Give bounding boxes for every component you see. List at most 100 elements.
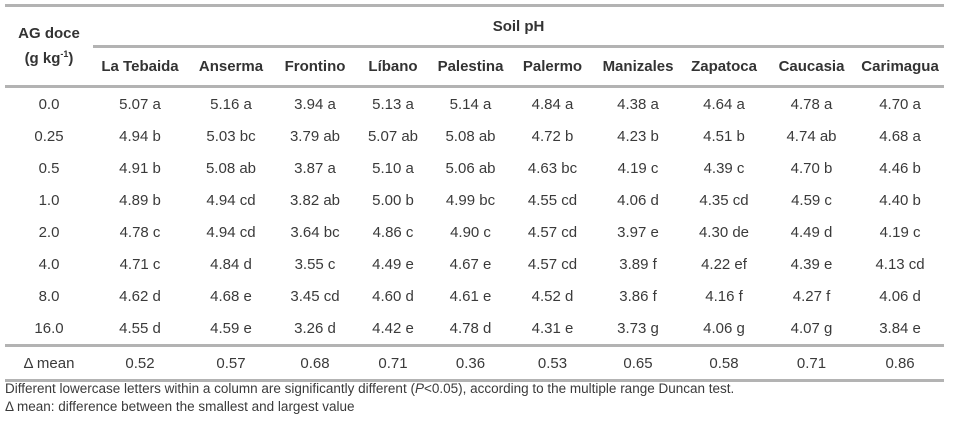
column-header: Líbano [355,46,431,88]
ph-value-cell: 4.57 cd [527,255,578,273]
ph-value-cell: 3.84 e [879,319,921,337]
ph-value-cell: 4.27 f [792,287,831,305]
ph-value-cell: 5.06 ab [445,159,496,177]
ph-value-cell: 4.38 a [617,95,659,113]
table-row: 1.0 4.89 b 4.94 cd 3.82 ab 5.00 b 4.99 bc 4.55… [5,184,944,216]
column-header: Manizales [595,46,681,88]
ph-value-cell: 5.14 a [449,95,492,113]
ph-value-cell: 4.68 a [879,127,921,145]
ph-value-cell: 4.59 e [210,319,252,337]
ph-value-cell: 4.78 d [449,319,492,337]
ph-value-cell: 4.49 d [790,223,833,241]
ph-value-cell: 4.94 b [119,127,161,145]
table-row: 0.0 5.07 a 5.16 a 3.94 a 5.13 a 5.14 a 4.84 a 4… [5,87,944,121]
ph-value-cell: 4.91 b [119,159,161,177]
delta-mean-value: 0.36 [431,344,510,382]
delta-mean-value: 0.57 [187,344,275,382]
ph-value-cell: 4.55 d [119,319,161,337]
ph-value-cell: 4.31 e [531,319,574,337]
ph-value-cell: 4.19 c [879,223,921,241]
ph-value-cell: 4.16 f [705,287,743,305]
ph-value-cell: 4.35 cd [699,191,749,209]
dose-cell: 1.0 [38,191,60,209]
ph-value-cell: 4.46 b [879,159,921,177]
delta-mean-row: Δ mean 0.52 0.57 0.68 0.71 0.36 0.53 0.65 0.58 0.… [5,344,945,382]
ph-value-cell: 4.86 c [372,223,414,241]
delta-mean-value: 0.58 [681,344,767,382]
row-header-line1: AG doce [18,24,80,42]
ph-value-cell: 4.39 e [790,255,833,273]
table-row: 8.0 4.62 d 4.68 e 3.45 cd 4.60 d 4.61 e 4.52 d… [5,280,944,312]
ph-value-cell: 3.97 e [617,223,659,241]
table-footnotes: Different lowercase letters within a col… [5,380,734,416]
ph-value-cell: 4.74 ab [786,127,837,145]
ph-value-cell: 4.61 e [449,287,492,305]
delta-mean-value: 0.71 [355,344,431,382]
ph-value-cell: 4.94 cd [206,191,256,209]
ph-value-cell: 4.99 bc [445,191,496,209]
delta-mean-value: 0.68 [275,344,355,382]
ph-value-cell: 3.89 f [619,255,657,273]
ph-value-cell: 3.79 ab [289,127,341,145]
dose-cell: 0.0 [38,95,60,113]
delta-mean-value: 0.53 [510,344,595,382]
column-header: Anserma [187,46,275,88]
ph-value-cell: 4.59 c [791,191,832,209]
column-header: Frontino [275,46,355,88]
ph-value-cell: 5.16 a [210,95,252,113]
ph-value-cell: 5.08 ab [445,127,496,145]
ph-value-cell: 4.52 d [531,287,574,305]
dose-cell: 8.0 [38,287,60,305]
ph-value-cell: 5.07 ab [367,127,419,145]
ph-value-cell: 4.94 cd [206,223,256,241]
table-row: 0.25 4.94 b 5.03 bc 3.79 ab 5.07 ab 5.08 ab 4.… [5,120,944,152]
ph-value-cell: 3.87 a [294,159,336,177]
ph-value-cell: 4.23 b [617,127,659,145]
column-header: Palestina [431,46,510,88]
ph-value-cell: 4.49 e [372,255,414,273]
ph-value-cell: 4.78 c [119,223,161,241]
ph-value-cell: 5.08 ab [205,159,257,177]
delta-mean-value: 0.71 [767,344,856,382]
ph-value-cell: 4.06 g [703,319,745,337]
ph-value-cell: 4.57 cd [527,223,578,241]
ph-value-cell: 4.84 d [210,255,252,273]
column-header: Caucasia [767,46,856,88]
footnote-delta-mean: Δ mean: difference between the smallest … [5,399,355,414]
ph-value-cell: 4.70 b [790,159,833,177]
table-row: 4.0 4.71 c 4.84 d 3.55 c 4.49 e 4.67 e 4.57 cd… [5,248,944,280]
dose-cell: 16.0 [34,319,64,337]
ph-value-cell: 4.19 c [617,159,659,177]
group-header-soil-ph: Soil pH [93,4,945,48]
table-row: 2.0 4.78 c 4.94 cd 3.64 bc 4.86 c 4.90 c 4.57 … [5,216,944,248]
ph-value-cell: 5.00 b [372,191,414,209]
column-header: Carimagua [856,46,945,88]
ph-value-cell: 4.55 cd [527,191,578,209]
table-row: 16.0 4.55 d 4.59 e 3.26 d 4.42 e 4.78 d 4.31 e… [5,312,944,346]
ph-value-cell: 3.45 cd [290,287,340,305]
ph-value-cell: 3.73 g [617,319,659,337]
ph-value-cell: 4.51 b [703,127,745,145]
delta-mean-value: 0.65 [595,344,681,382]
ph-value-cell: 4.13 cd [875,255,925,273]
ph-value-cell: 3.94 a [294,95,336,113]
dose-cell: 0.5 [38,159,60,177]
footnote-significance: Different lowercase letters within a col… [5,381,735,396]
ph-value-cell: 5.13 a [372,95,414,113]
ph-value-cell: 4.39 c [703,159,745,177]
ph-value-cell: 4.72 b [531,127,574,145]
ph-value-cell: 4.62 d [119,287,161,305]
table-row: 0.5 4.91 b 5.08 ab 3.87 a 5.10 a 5.06 ab 4.63 … [5,152,944,184]
dose-cell: 0.25 [34,127,64,145]
ph-value-cell: 4.22 ef [701,255,747,273]
ph-value-cell: 5.07 a [119,95,161,113]
ph-value-cell: 4.78 a [790,95,833,113]
ph-value-cell: 4.63 bc [527,159,578,177]
ph-value-cell: 3.64 bc [290,223,340,241]
ph-value-cell: 3.26 d [294,319,336,337]
ph-value-cell: 4.67 e [449,255,492,273]
ph-value-cell: 4.68 e [210,287,252,305]
ph-value-cell: 4.07 g [790,319,833,337]
row-header-unit: (g kg-1) [24,48,74,67]
ph-value-cell: 5.10 a [372,159,414,177]
